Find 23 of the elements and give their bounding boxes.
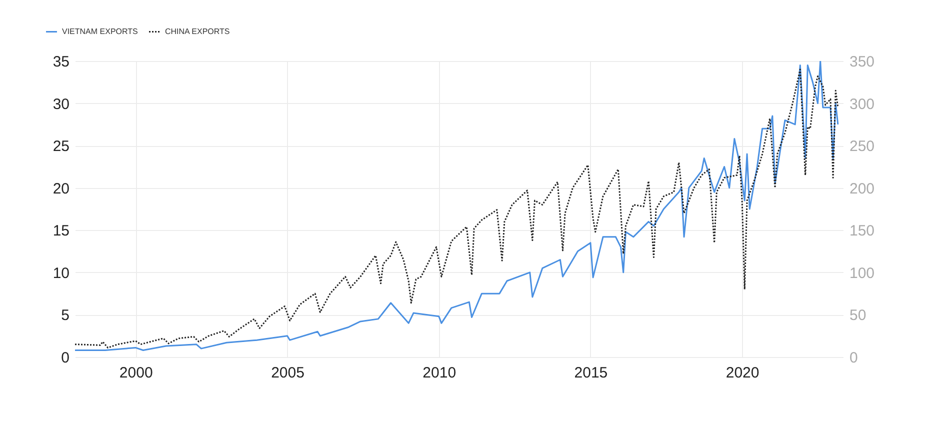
y-tick-label: 25 (52, 138, 70, 156)
y-tick-label: 10 (52, 264, 70, 282)
x-tick-label: 2010 (422, 364, 456, 382)
y2-tick-label: 150 (850, 222, 875, 240)
y2-tick-label: 0 (850, 350, 858, 366)
x-tick-label: 2020 (726, 364, 760, 382)
y2-tick-label: 200 (850, 180, 875, 198)
y-tick-label: 30 (52, 96, 70, 113)
y2-tick-label: 100 (850, 264, 875, 282)
y-tick-label: 35 (52, 54, 70, 70)
y2-tick-label: 250 (850, 138, 875, 156)
x-tick-label: 2005 (271, 364, 304, 382)
x-tick-label: 2000 (119, 364, 153, 382)
y-tick-label: 15 (52, 222, 70, 240)
legend-label: CHINA EXPORTS (165, 26, 230, 36)
y2-tick-label: 300 (850, 96, 875, 113)
y2-tick-label: 350 (850, 54, 875, 70)
y-tick-label: 5 (61, 307, 70, 324)
y-tick-label: 20 (52, 180, 70, 198)
x-tick-label: 2015 (574, 364, 608, 382)
y-tick-label: 0 (61, 350, 70, 366)
y2-tick-label: 50 (850, 307, 866, 324)
legend-label: VIETNAM EXPORTS (62, 26, 138, 36)
